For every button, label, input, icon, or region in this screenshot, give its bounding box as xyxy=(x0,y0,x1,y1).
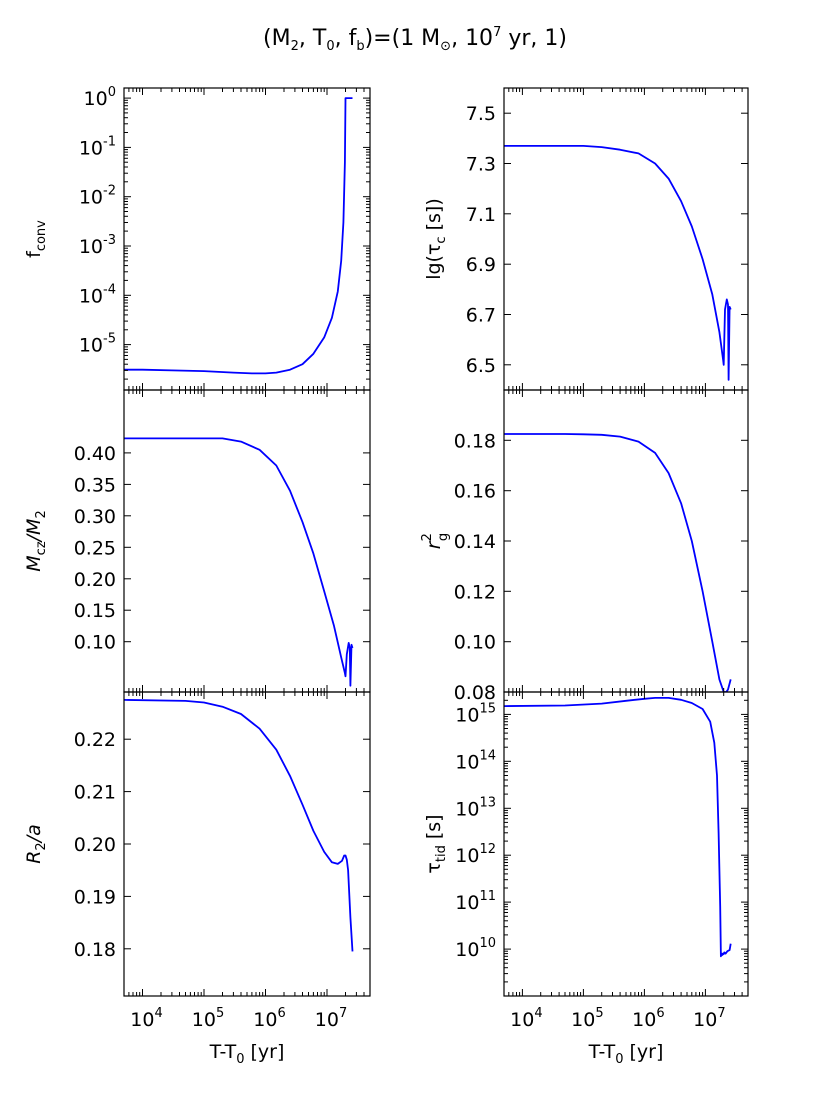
y-axis-label: lg(τc [s]) xyxy=(423,198,449,280)
x-tick-label: 106 xyxy=(632,1006,664,1031)
y-tick-label: 6.7 xyxy=(466,305,496,327)
series-line-right-top xyxy=(504,144,732,381)
x-tick-label: 104 xyxy=(130,1006,162,1031)
x-tick-label: 107 xyxy=(315,1006,347,1031)
y-tick-label: 0.08 xyxy=(454,682,496,704)
y-tick-label: 0.18 xyxy=(454,430,496,452)
y-tick-label: 0.16 xyxy=(454,481,496,503)
panel-right-bottom: 1015 1014 1013 1012 1011 1010 104 105 106 107 T-T0… xyxy=(423,691,749,1067)
panel-left-bottom: 0.22 0.21 0.20 0.19 0.18 104 105 106 107 T-T0 [yr… xyxy=(23,691,371,1067)
panel-right-top: 7.5 7.3 7.1 6.9 6.7 6.5 lg(τc [s]) xyxy=(423,87,749,391)
panel-right-middle: 0.18 0.16 0.14 0.12 0.10 0.08 r2g xyxy=(420,389,749,704)
y-tick-label: 0.20 xyxy=(74,834,116,856)
y-tick-label: 0.30 xyxy=(74,506,116,528)
axes-frame xyxy=(123,691,371,997)
panel-left-middle: 0.40 0.35 0.30 0.25 0.20 0.15 0.10 Mcz/M2 xyxy=(23,389,371,693)
y-tick-label: 0.21 xyxy=(74,782,116,804)
y-tick-label: 0.20 xyxy=(74,569,116,591)
y-tick-label: 0.15 xyxy=(74,600,116,622)
y-axis-label: r2g xyxy=(420,533,451,549)
axes-frame xyxy=(123,389,371,693)
x-tick-label: 107 xyxy=(693,1006,725,1031)
y-tick-label: 0.22 xyxy=(74,729,116,751)
y-tick-label: 0.19 xyxy=(74,886,116,908)
y-tick-label: 7.3 xyxy=(466,154,496,176)
y-tick-label: 10-5 xyxy=(79,332,116,357)
y-tick-label: 1013 xyxy=(455,795,496,820)
axes-frame xyxy=(503,87,749,391)
y-tick-label: 10-4 xyxy=(79,282,116,307)
y-tick-label: 0.18 xyxy=(74,939,116,961)
x-tick-label: 106 xyxy=(253,1006,285,1031)
x-tick-label: 105 xyxy=(571,1006,603,1031)
y-tick-label: 6.5 xyxy=(466,355,496,377)
y-tick-label: 7.1 xyxy=(466,204,496,226)
y-tick-label: 0.25 xyxy=(74,537,116,559)
y-tick-label: 0.14 xyxy=(454,531,496,553)
y-tick-label: 7.5 xyxy=(466,103,496,125)
y-tick-label: 1012 xyxy=(455,842,496,867)
y-tick-label: 0.10 xyxy=(74,632,116,654)
y-tick-label: 1015 xyxy=(455,701,496,726)
series-line-right-bottom xyxy=(504,697,732,958)
y-axis-label: fconv xyxy=(23,220,49,258)
x-axis-label: T-T0 [yr] xyxy=(209,1041,285,1067)
series-line-left-middle xyxy=(124,437,354,687)
figure-title: (M2, T0, fb)=(1 M⊙, 107 yr, 1) xyxy=(263,25,567,54)
y-axis-label: τtid [s] xyxy=(423,814,449,873)
axes-frame xyxy=(503,691,749,997)
y-tick-label: 10-1 xyxy=(79,134,116,159)
y-tick-label: 10-2 xyxy=(79,184,116,209)
x-tick-label: 104 xyxy=(510,1006,542,1031)
panel-left-top: 100 10-1 10-2 10-3 10-4 10-5 fconv xyxy=(23,85,371,391)
axes-frame xyxy=(503,389,749,693)
x-tick-label: 105 xyxy=(192,1006,224,1031)
y-tick-label: 0.10 xyxy=(454,632,496,654)
y-tick-label: 0.35 xyxy=(74,474,116,496)
y-tick-label: 1014 xyxy=(455,748,496,773)
y-tick-label: 1011 xyxy=(455,889,496,914)
series-line-left-top xyxy=(124,97,353,375)
y-axis-label: R2/a xyxy=(23,824,49,864)
y-tick-label: 10-3 xyxy=(79,233,116,258)
y-tick-label: 100 xyxy=(84,85,116,110)
y-tick-label: 0.40 xyxy=(74,443,116,465)
x-axis-label: T-T0 [yr] xyxy=(588,1041,664,1067)
y-tick-label: 6.9 xyxy=(466,254,496,276)
y-tick-label: 1010 xyxy=(455,936,496,961)
series-line-left-bottom xyxy=(124,699,354,952)
series-line-right-middle xyxy=(504,433,732,692)
y-tick-label: 0.12 xyxy=(454,581,496,603)
y-axis-label: Mcz/M2 xyxy=(23,510,49,571)
axes-frame xyxy=(123,87,371,391)
